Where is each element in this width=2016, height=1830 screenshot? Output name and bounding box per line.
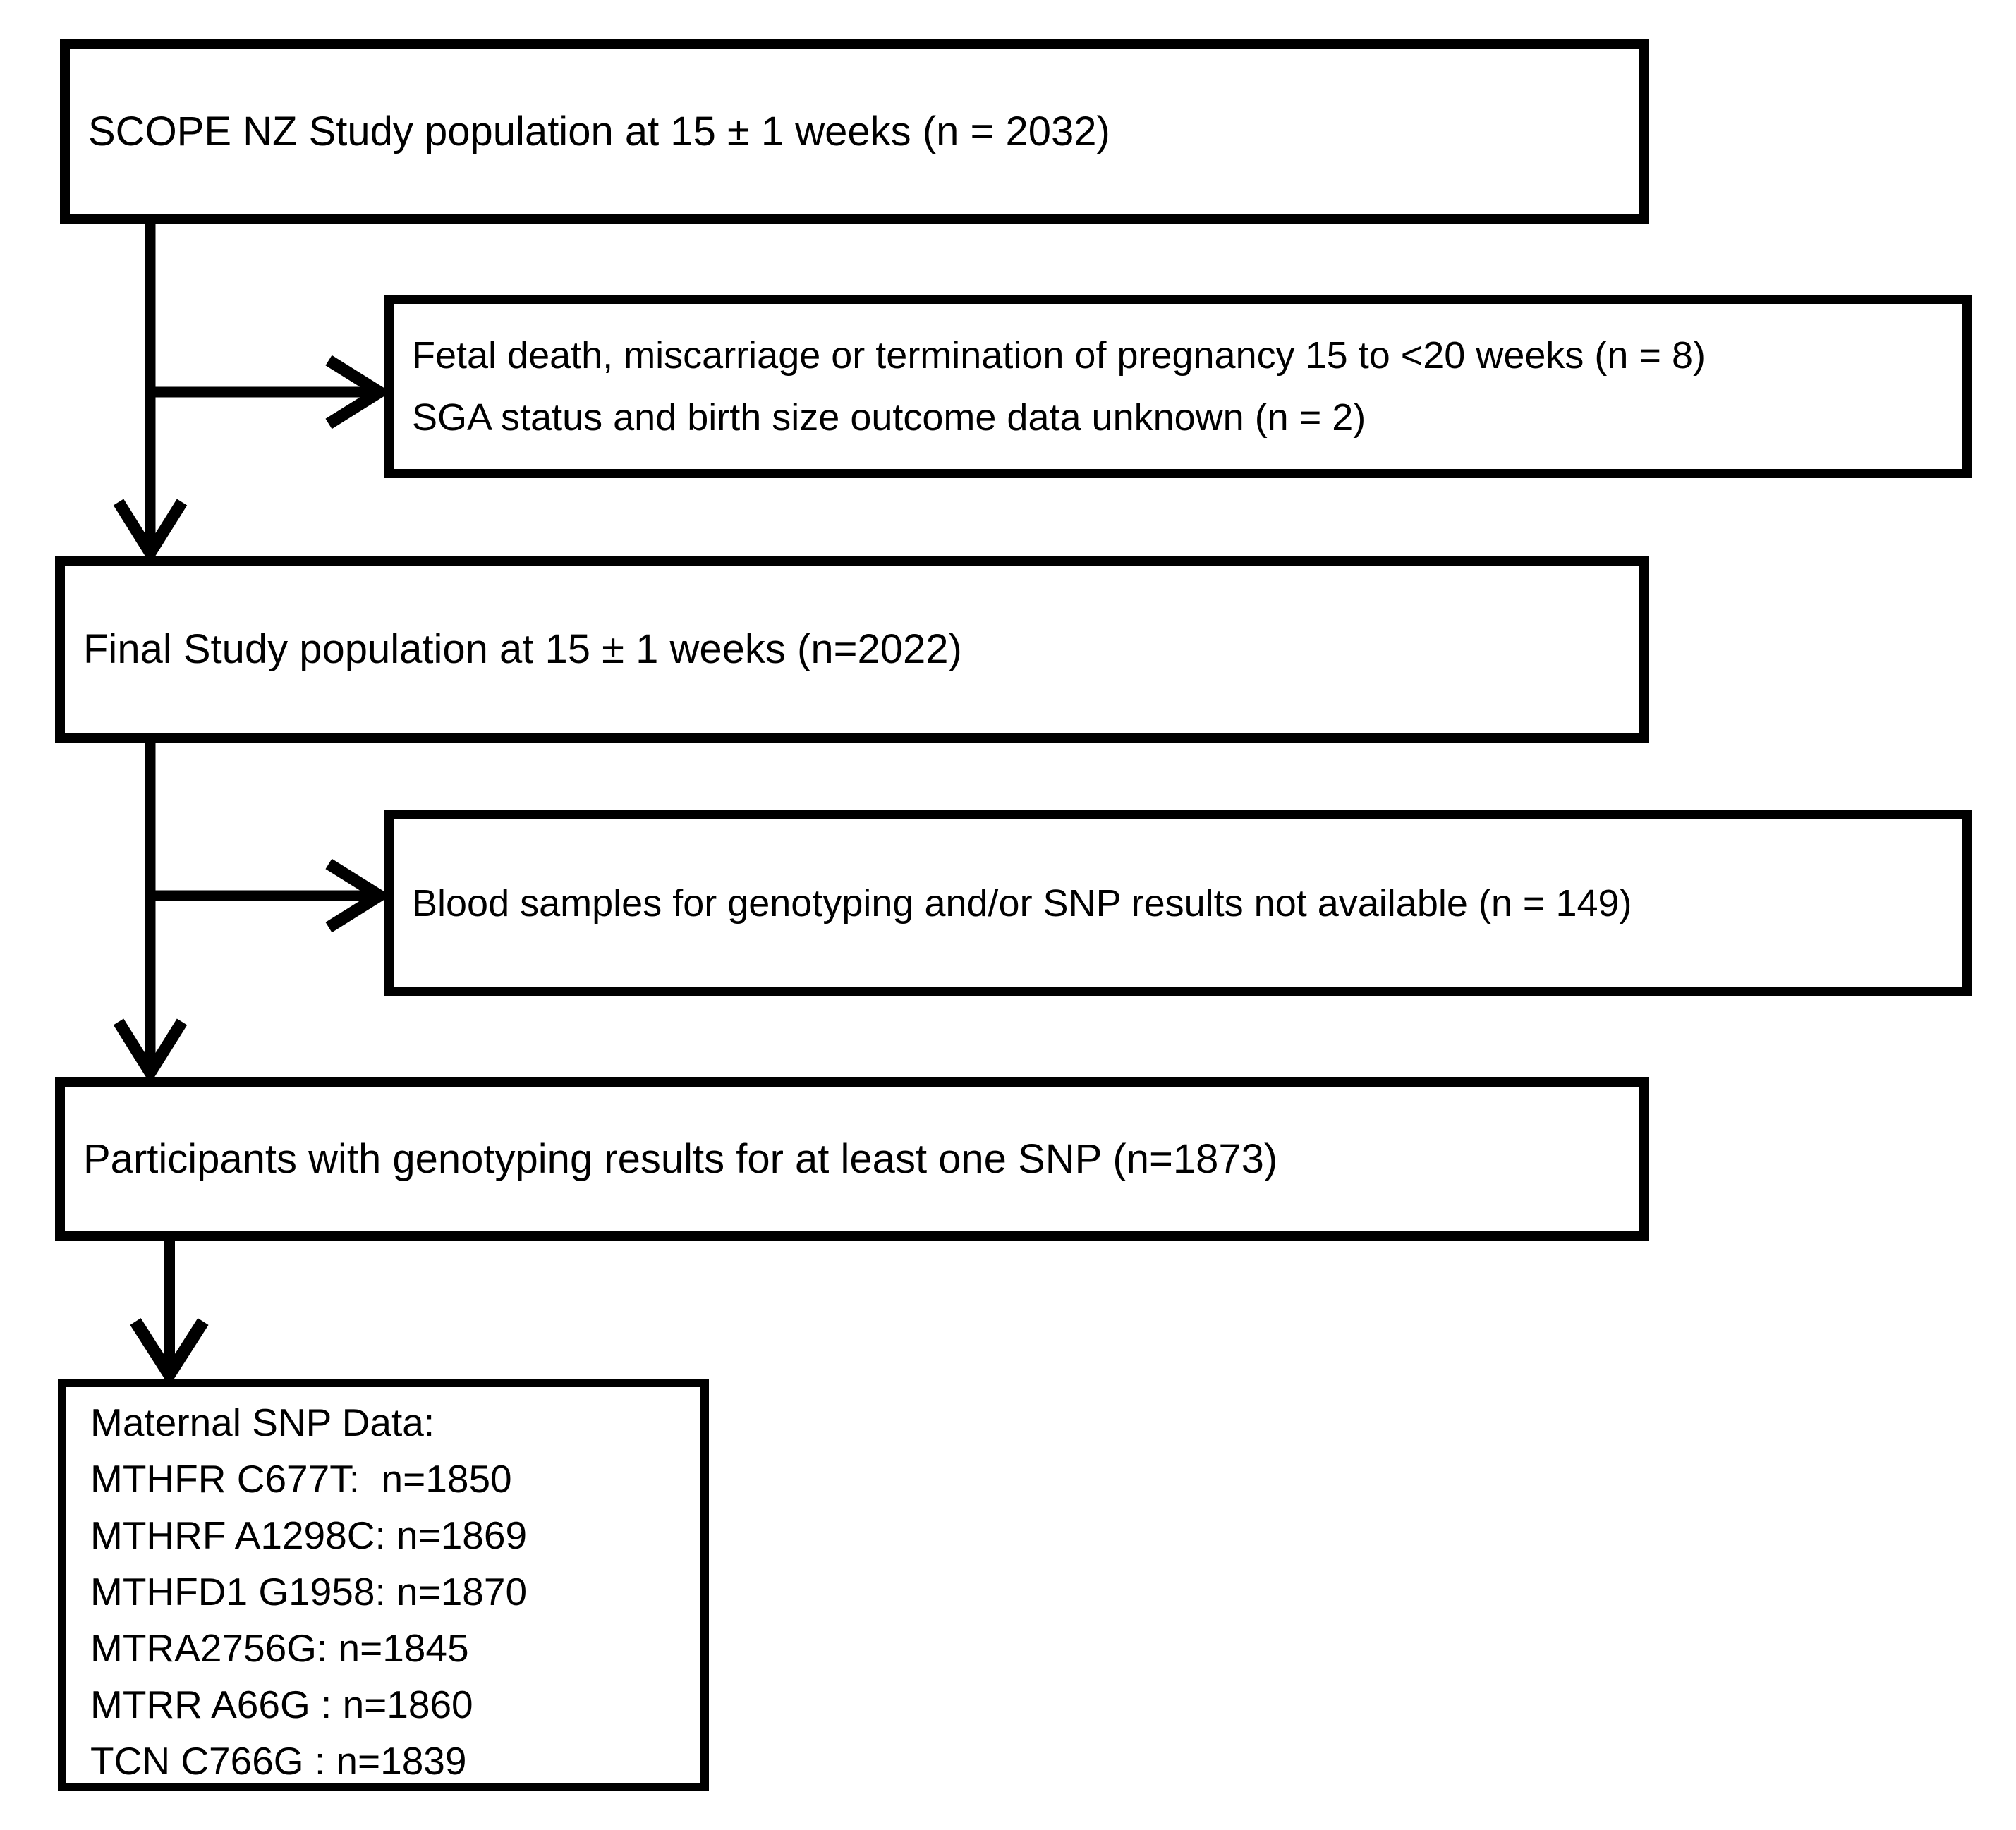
scope-population-text: SCOPE NZ Study population at 15 ± 1 week… [88, 108, 1110, 154]
genotyped-participants-box: Participants with genotyping results for… [55, 1077, 1649, 1241]
no-genotyping-exclusion-text: Blood samples for genotyping and/or SNP … [412, 882, 1632, 925]
snp-line-tcn-c766g: TCN C766G : n=1839 [90, 1739, 467, 1783]
early-loss-exclusion-line2: SGA status and birth size outcome data u… [412, 396, 1366, 439]
no-genotyping-exclusion-box: Blood samples for genotyping and/or SNP … [384, 810, 1972, 996]
snp-line-mtrr-a66g: MTRR A66G : n=1860 [90, 1683, 473, 1726]
final-population-box: Final Study population at 15 ± 1 weeks (… [55, 556, 1649, 743]
arrow-to-early-loss-exclusion [145, 355, 391, 429]
genotyped-participants-text: Participants with genotyping results for… [83, 1136, 1278, 1182]
arrow-scope-to-final [113, 219, 188, 565]
arrow-final-to-participants [113, 738, 188, 1085]
snp-line-mtra2756g: MTRA2756G: n=1845 [90, 1626, 469, 1670]
maternal-snp-data-box: Maternal SNP Data: MTHFR C677T: n=1850 M… [58, 1379, 709, 1791]
scope-population-box: SCOPE NZ Study population at 15 ± 1 week… [60, 39, 1649, 224]
maternal-snp-data-title: Maternal SNP Data: [90, 1401, 435, 1444]
early-loss-exclusion-line1: Fetal death, miscarriage or termination … [412, 334, 1706, 377]
early-loss-exclusion-box: Fetal death, miscarriage or termination … [384, 295, 1972, 478]
arrow-to-no-genotyping-exclusion [145, 858, 391, 933]
snp-line-mthfd1-g1958: MTHFD1 G1958: n=1870 [90, 1570, 528, 1614]
final-population-text: Final Study population at 15 ± 1 weeks (… [83, 626, 962, 672]
arrow-participants-to-snp-data [130, 1236, 209, 1386]
snp-line-mthfr-c677t: MTHFR C677T: n=1850 [90, 1457, 512, 1501]
snp-line-mthrf-a1298c: MTHRF A1298C: n=1869 [90, 1513, 528, 1557]
